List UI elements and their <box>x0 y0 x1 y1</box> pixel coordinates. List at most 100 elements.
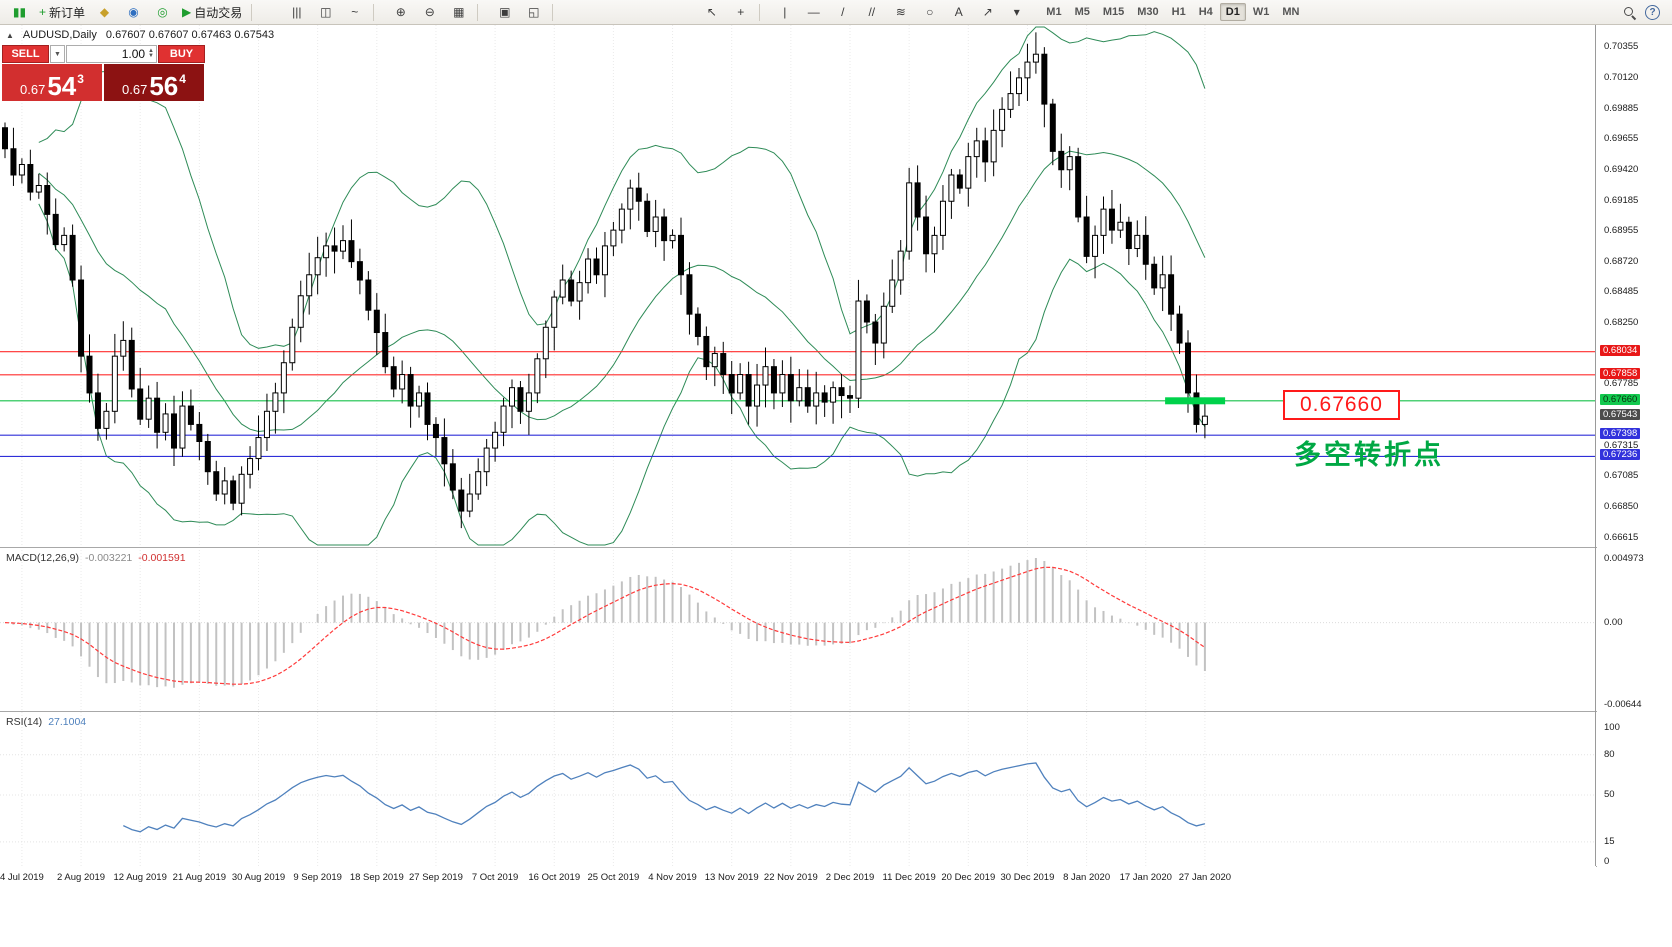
zoom-in-icon[interactable]: ⊕ <box>395 5 406 19</box>
price-tick-label: 100 <box>1604 722 1620 733</box>
price-tick-label: 0.68485 <box>1604 286 1639 298</box>
terminal-icon[interactable]: ◎ <box>157 5 168 19</box>
toolbar-groups: ▮▮ + 新订单 ◆ ◉ ◎ ▶ 自动交易 ||| ◫ ~ ⊕ ⊖ ▦ ▣ ◱ ↖ + | — ///≋ ○ A ↗ ▾ <box>6 1 1030 23</box>
sell-button[interactable]: SELL <box>2 45 49 63</box>
timeframe-group: M1 M5 M15 M30 H1 H4 D1 W1 MN <box>1040 3 1305 21</box>
volume-value: 1.00 <box>121 47 146 61</box>
price-tick-label: 0.00 <box>1604 616 1623 628</box>
timeframe-button-M5[interactable]: M5 <box>1074 6 1090 18</box>
order-options-dropdown[interactable]: ▼ <box>50 45 65 63</box>
date-label: 9 Sep 2019 <box>293 872 342 883</box>
volume-up-icon[interactable]: ▲ <box>148 48 154 54</box>
volume-down-icon[interactable]: ▼ <box>148 53 154 59</box>
price-tick-label: 0.68955 <box>1604 224 1639 236</box>
date-label: 13 Nov 2019 <box>704 872 759 883</box>
volume-stepper[interactable]: ▲ ▼ <box>148 48 154 59</box>
price-flag-0.67543: 0.67543 <box>1600 409 1641 421</box>
toolbar-group-draw: | — ///≋ ○ A ↗ ▾ <box>771 1 1030 23</box>
price-axis: 0.70355 0.70120 0.69885 0.69655 0.69420 0.691… <box>1597 25 1672 890</box>
trade-panel: SELL ▼ 1.00 ▲ ▼ BUY 0.67 54 3 <box>2 45 205 101</box>
price-tick-label: 0.68250 <box>1604 317 1639 329</box>
rsi-value: 27.1004 <box>48 716 87 728</box>
date-label: 2 Dec 2019 <box>825 872 875 883</box>
timeframe-button-H1[interactable]: H1 <box>1171 6 1186 18</box>
date-label: 25 Oct 2019 <box>587 872 640 883</box>
grid-icon[interactable]: ▦ <box>453 5 465 19</box>
toolbar-right: ? <box>1622 4 1660 20</box>
buy-button[interactable]: BUY <box>158 45 205 63</box>
macd-signal-value: -0.001591 <box>138 552 186 564</box>
bar-chart-icon[interactable]: ||| <box>292 5 302 19</box>
toolbar-group-zoom: ⊕ ⊖ ▦ <box>387 1 472 23</box>
shapes-tool-icon[interactable]: ○ <box>926 5 934 19</box>
date-label: 11 Dec 2019 <box>882 872 936 883</box>
date-label: 2 Aug 2019 <box>57 872 106 883</box>
zoom-out-icon[interactable]: ⊖ <box>424 5 435 19</box>
horizontal-line-tool-icon[interactable]: — <box>807 5 820 19</box>
timeframe-button-H4[interactable]: H4 <box>1198 6 1213 18</box>
highlight-bar[interactable] <box>1165 397 1226 405</box>
date-label: 20 Dec 2019 <box>941 872 996 883</box>
date-label: 22 Nov 2019 <box>763 872 818 883</box>
sell-price-prefix: 0.67 <box>20 81 46 97</box>
turning-point-note[interactable]: 多空转折点 <box>1294 440 1444 470</box>
timeframe-button-D1[interactable]: D1 <box>1219 3 1246 21</box>
arrow-tool-icon[interactable]: ↗ <box>982 5 993 19</box>
buy-price-big: 56 <box>149 70 179 101</box>
macd-histogram <box>12 558 1206 688</box>
vertical-line-tool-icon[interactable]: | <box>783 5 787 19</box>
app-logo-icon[interactable]: ▮▮ <box>12 5 27 19</box>
sell-price-big: 54 <box>47 70 77 101</box>
crosshair-icon[interactable]: + <box>737 5 745 19</box>
main-toolbar: ▮▮ + 新订单 ◆ ◉ ◎ ▶ 自动交易 ||| ◫ ~ ⊕ ⊖ ▦ ▣ ◱ ↖ + | — ///≋ ○ A ↗ ▾ M1 M… <box>0 0 1672 25</box>
market-watch-icon[interactable]: ◆ <box>99 5 110 19</box>
price-tick-label: 15 <box>1604 835 1615 847</box>
toolbar-separator <box>759 3 761 21</box>
price-flag-0.68034: 0.68034 <box>1600 344 1641 356</box>
tile-windows-icon[interactable]: ▣ <box>499 5 511 19</box>
rsi-name: RSI(14) <box>6 716 43 728</box>
navigator-icon[interactable]: ◉ <box>128 5 139 19</box>
chart-region: ▲ AUDUSD,Daily 0.67607 0.67607 0.67463 0… <box>0 25 1672 890</box>
timeframe-button-M15[interactable]: M15 <box>1102 6 1125 18</box>
more-tools-icon[interactable]: ▾ <box>1013 5 1020 19</box>
date-label: 8 Jan 2020 <box>1063 872 1111 883</box>
search-icon[interactable] <box>1622 5 1637 20</box>
sell-price-sup: 3 <box>77 72 84 86</box>
toolbar-separator <box>373 3 375 21</box>
cursor-icon[interactable]: ↖ <box>706 5 717 19</box>
text-tool-icon[interactable]: A <box>954 5 963 19</box>
help-icon[interactable]: ? <box>1645 4 1660 20</box>
sell-price-box[interactable]: 0.67 54 3 <box>2 64 102 101</box>
toolbar-separator <box>477 3 479 21</box>
price-annotation[interactable]: 0.67660 <box>1283 390 1400 420</box>
price-flag-0.67660: 0.67660 <box>1600 393 1641 405</box>
buy-price-box[interactable]: 0.67 56 4 <box>104 64 204 101</box>
line-chart-icon[interactable]: ~ <box>351 5 359 19</box>
channel-tool-icon[interactable]: // <box>868 5 876 19</box>
price-tick-label: 0.69885 <box>1604 102 1639 114</box>
price-tick-label: 0.70355 <box>1604 41 1639 52</box>
price-tick-label: 0.69185 <box>1604 194 1639 206</box>
volume-field[interactable]: 1.00 ▲ ▼ <box>66 45 157 63</box>
timeframe-button-W1[interactable]: W1 <box>1252 6 1270 18</box>
macd-name: MACD(12,26,9) <box>6 552 79 564</box>
timeframe-button-MN[interactable]: MN <box>1282 6 1300 18</box>
date-label: 30 Dec 2019 <box>1000 872 1055 883</box>
buy-price-prefix: 0.67 <box>122 81 148 97</box>
candlestick-chart-icon[interactable]: ◫ <box>320 5 332 19</box>
auto-trading-button[interactable]: ▶ 自动交易 <box>182 5 243 20</box>
window-bottom <box>0 890 1672 947</box>
trendline-tool-icon[interactable]: / <box>841 5 845 19</box>
date-label: 18 Sep 2019 <box>349 872 404 883</box>
new-order-button[interactable]: + 新订单 <box>39 5 86 20</box>
cascade-windows-icon[interactable]: ◱ <box>528 5 540 19</box>
rsi-line <box>123 762 1206 833</box>
timeframe-button-M30[interactable]: M30 <box>1137 6 1159 18</box>
fibonacci-tool-icon[interactable]: ≋ <box>895 5 906 19</box>
timeframe-button-M1[interactable]: M1 <box>1046 6 1062 18</box>
price-tick-label: -0.00644 <box>1604 699 1642 710</box>
toolbar-separator <box>552 3 554 21</box>
symbol-label: AUDUSD,Daily <box>22 29 97 41</box>
macd-signal-line <box>4 566 1206 685</box>
